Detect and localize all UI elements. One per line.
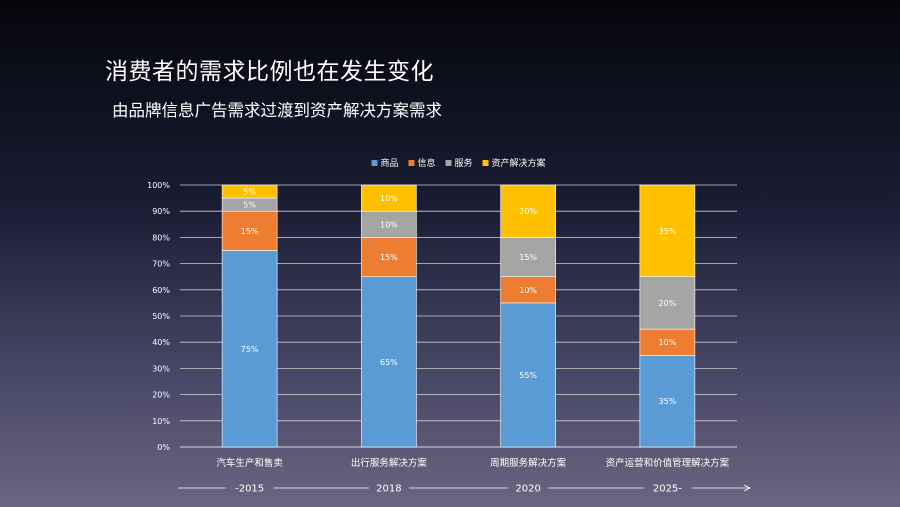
- y-tick-label: 10%: [152, 417, 170, 426]
- data-label: 5%: [243, 201, 256, 210]
- bars-layer: [221, 184, 696, 448]
- data-label: 15%: [380, 253, 398, 262]
- x-tick-label: 出行服务解决方案: [351, 457, 428, 469]
- data-label: 20%: [658, 299, 676, 308]
- data-label: 10%: [658, 338, 676, 347]
- data-label: 35%: [658, 227, 676, 236]
- bar-segment: [361, 237, 417, 277]
- timeline-label: 2020: [515, 484, 540, 495]
- data-label: 5%: [243, 188, 256, 197]
- data-label: 65%: [380, 358, 398, 367]
- data-label: 15%: [519, 253, 537, 262]
- y-tick-label: 80%: [152, 233, 170, 242]
- data-label: 10%: [380, 220, 398, 229]
- y-tick-label: 100%: [147, 181, 170, 190]
- data-label: 10%: [380, 194, 398, 203]
- bar-segment: [500, 276, 556, 304]
- slide-subtitle: 由品牌信息广告需求过渡到资产解决方案需求: [112, 101, 442, 120]
- bar-segment: [500, 184, 556, 238]
- y-tick-label: 70%: [152, 260, 170, 269]
- data-label: 35%: [658, 397, 676, 406]
- bar-segment: [639, 276, 696, 330]
- bar-segment: [500, 302, 556, 448]
- legend-swatch: [408, 160, 415, 166]
- y-tick-label: 90%: [152, 207, 170, 216]
- data-label: 55%: [519, 371, 537, 380]
- legend-label: 商品: [381, 157, 399, 169]
- bar-segment: [221, 210, 278, 251]
- y-tick-label: 20%: [152, 391, 170, 400]
- bar-segment: [361, 184, 417, 212]
- x-tick-label: 周期服务解决方案: [490, 457, 567, 469]
- data-label: 75%: [241, 345, 259, 354]
- bar-segment: [221, 250, 278, 448]
- data-label: 15%: [241, 227, 259, 236]
- x-tick-label: 资产运营和价值管理解决方案: [606, 457, 730, 469]
- timeline-arrow-icon: [743, 484, 751, 492]
- timeline-label: 2018: [376, 484, 401, 495]
- bar-segment: [221, 184, 278, 199]
- legend-swatch: [482, 160, 489, 166]
- x-tick-label: 汽车生产和售卖: [216, 457, 283, 469]
- y-tick-label: 0%: [157, 443, 170, 452]
- timeline: -2015 2018 2020 2025-: [178, 484, 751, 495]
- y-tick-label: 30%: [152, 364, 170, 373]
- bar-segment: [361, 210, 417, 238]
- y-tick-label: 60%: [152, 286, 170, 295]
- legend: 商品 信息 服务 资产解决方案: [371, 157, 546, 169]
- bar-segment: [500, 237, 556, 277]
- data-label: 20%: [519, 207, 537, 216]
- legend-label: 资产解决方案: [492, 157, 546, 169]
- legend-label: 服务: [455, 157, 473, 169]
- legend-swatch: [445, 160, 452, 166]
- y-tick-label: 40%: [152, 338, 170, 347]
- bar-segment: [639, 354, 696, 448]
- labels-layer: 75% 15% 5% 5% 汽车生产和售卖 65% 15% 10% 10% 出行服务解决方案 55%…: [216, 188, 729, 469]
- legend-swatch: [371, 160, 378, 166]
- y-tick-label: 50%: [152, 312, 170, 321]
- timeline-label: 2025-: [653, 484, 682, 495]
- data-label: 10%: [519, 286, 537, 295]
- slide-title: 消费者的需求比例也在发生变化: [105, 59, 434, 85]
- timeline-label: -2015: [235, 484, 264, 495]
- legend-label: 信息: [418, 157, 436, 169]
- bar-segment: [639, 184, 696, 277]
